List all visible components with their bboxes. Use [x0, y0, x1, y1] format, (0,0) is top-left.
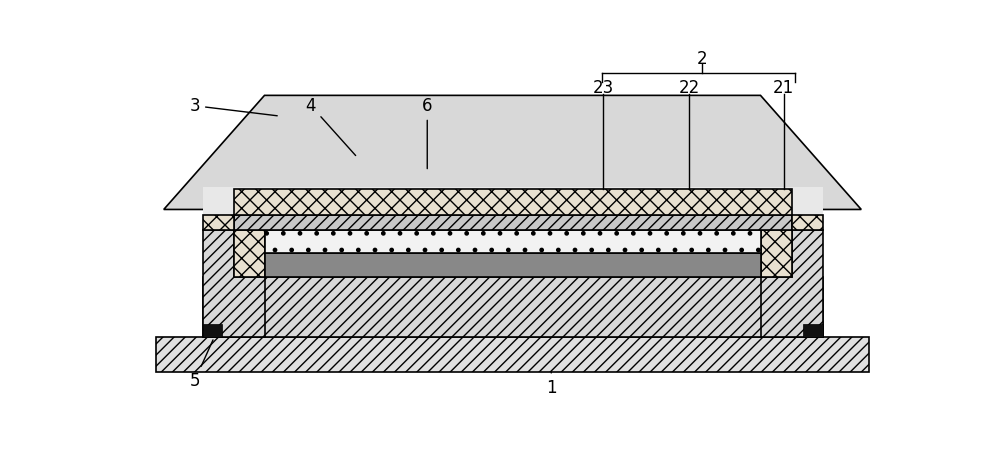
Polygon shape [234, 230, 264, 277]
Bar [803, 324, 822, 337]
Bar [264, 230, 761, 253]
Polygon shape [202, 230, 264, 337]
Polygon shape [792, 215, 822, 230]
Text: 6: 6 [422, 97, 432, 169]
Bar [202, 277, 822, 337]
Bar [156, 337, 869, 372]
Polygon shape [164, 95, 861, 209]
Text: 1: 1 [546, 372, 557, 396]
Bar [202, 187, 822, 337]
Text: 4: 4 [306, 97, 356, 155]
Text: 2: 2 [697, 50, 708, 68]
Text: 3: 3 [189, 97, 277, 116]
Text: 23: 23 [593, 79, 614, 97]
Text: 5: 5 [190, 340, 213, 390]
Polygon shape [202, 215, 234, 230]
Bar [234, 215, 792, 230]
Text: 22: 22 [679, 79, 700, 97]
Polygon shape [761, 230, 792, 277]
Bar [202, 324, 222, 337]
Bar [264, 253, 761, 277]
Polygon shape [761, 230, 822, 337]
Text: 21: 21 [773, 79, 794, 97]
Bar [234, 189, 792, 215]
